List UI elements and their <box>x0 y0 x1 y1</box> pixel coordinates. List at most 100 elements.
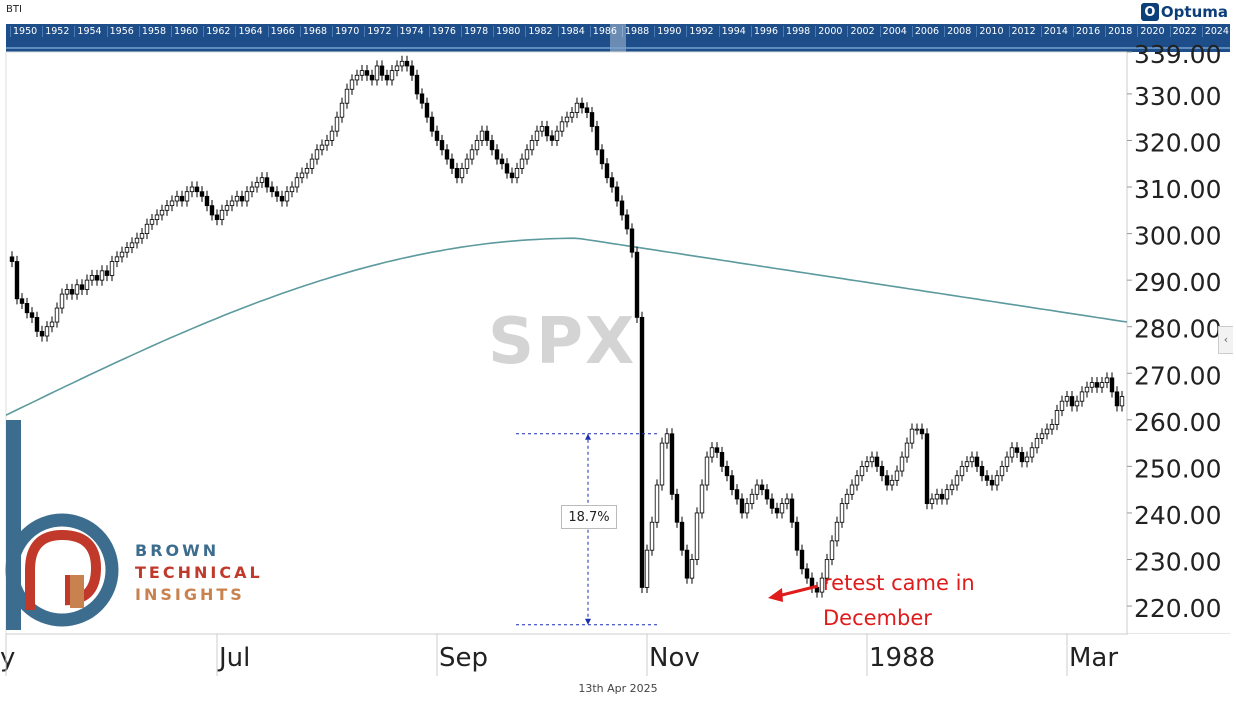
candle-body <box>139 233 145 239</box>
navigator-year[interactable]: 2010 <box>976 26 1004 37</box>
candle-body <box>259 177 265 183</box>
candle-body <box>479 130 485 141</box>
navigator-year[interactable]: 2022 <box>1169 26 1197 37</box>
candle-body <box>854 475 860 486</box>
x-tick-label: Sep <box>439 643 488 673</box>
candle-body <box>959 465 965 477</box>
candle-body <box>429 116 435 132</box>
navigator-year[interactable]: 1982 <box>525 26 553 37</box>
candle-body <box>394 65 400 72</box>
measure-arrow-down <box>585 618 591 625</box>
navigator-year[interactable]: 1984 <box>557 26 585 37</box>
candle-body <box>34 316 40 332</box>
y-tick-label: 300.00 <box>1134 222 1221 251</box>
candle-body <box>814 587 820 593</box>
candle-body <box>99 270 105 281</box>
candle-body <box>289 186 295 193</box>
navigator-year[interactable]: 2002 <box>847 26 875 37</box>
candle-body <box>759 484 765 491</box>
navigator-year[interactable]: 1956 <box>106 26 134 37</box>
candle-body <box>644 549 650 588</box>
candle-body <box>1069 396 1075 407</box>
candle-body <box>494 149 500 160</box>
navigator-trace <box>6 47 1230 49</box>
navigator-year[interactable]: 1992 <box>686 26 714 37</box>
candle-body <box>619 200 625 216</box>
candle-body <box>649 521 655 551</box>
navigator-year[interactable]: 1960 <box>171 26 198 37</box>
brand-line-2: TECHNICAL <box>135 563 263 582</box>
candle-body <box>1019 452 1025 463</box>
candle-body <box>519 158 525 169</box>
navigator-year[interactable]: 1996 <box>750 26 778 37</box>
navigator-year[interactable]: 2000 <box>815 26 842 37</box>
collapse-panel-icon[interactable]: ‹ <box>1218 326 1233 354</box>
navigator-year[interactable]: 1970 <box>332 26 359 37</box>
candle-body <box>9 256 15 262</box>
candle-body <box>109 261 115 276</box>
candle-body <box>1009 447 1015 458</box>
candle-body <box>54 307 60 323</box>
candle-body <box>829 540 835 560</box>
navigator-year[interactable]: 1958 <box>138 26 166 37</box>
navigator-year[interactable]: 1968 <box>299 26 327 37</box>
navigator-year[interactable]: 1972 <box>364 26 392 37</box>
navigator-year[interactable]: 1964 <box>235 26 263 37</box>
candle-body <box>924 433 930 505</box>
candle-body <box>784 498 790 505</box>
candle-body <box>929 498 935 505</box>
candle-body <box>439 140 445 151</box>
candle-body <box>294 177 300 188</box>
navigator-year[interactable]: 2016 <box>1072 26 1100 37</box>
candle-body <box>24 303 30 314</box>
navigator-year[interactable]: 2024 <box>1201 26 1229 37</box>
navigator-year[interactable]: 1990 <box>654 26 681 37</box>
navigator-year[interactable]: 2020 <box>1137 26 1165 37</box>
candle-body <box>654 484 660 523</box>
navigator-year[interactable]: 1978 <box>460 26 488 37</box>
navigator-year[interactable]: 1998 <box>783 26 810 37</box>
candle-body <box>539 126 545 132</box>
candle-body <box>934 493 940 500</box>
annotation-line-2: December <box>823 606 932 630</box>
candle-body <box>324 140 330 146</box>
candle-body <box>549 135 555 141</box>
candle-body <box>159 209 165 216</box>
candle-body <box>769 498 775 509</box>
navigator-year[interactable]: 2008 <box>944 26 971 37</box>
navigator-year[interactable]: 1954 <box>74 26 102 37</box>
candle-body <box>449 158 455 169</box>
navigator-year[interactable]: 1976 <box>428 26 456 37</box>
candle-body <box>749 493 755 505</box>
navigator-year[interactable]: 1980 <box>493 26 520 37</box>
navigator-window[interactable] <box>610 24 626 52</box>
candle-body <box>389 70 395 81</box>
navigator-year[interactable]: 1962 <box>203 26 230 37</box>
candle-body <box>774 507 780 514</box>
navigator-year[interactable]: 1966 <box>267 26 295 37</box>
navigator-year[interactable]: 1986 <box>589 26 617 37</box>
candle-body <box>369 74 375 81</box>
navigator-year[interactable]: 2006 <box>911 26 939 37</box>
navigator-year[interactable]: 2012 <box>1008 26 1036 37</box>
candle-body <box>614 186 620 202</box>
x-tick-label: Nov <box>649 643 700 673</box>
navigator-year[interactable]: 1988 <box>622 26 649 37</box>
navigator-year[interactable]: 2014 <box>1040 26 1068 37</box>
navigator-year[interactable]: 1974 <box>396 26 424 37</box>
candle-body <box>899 456 905 472</box>
candle-body <box>414 74 420 95</box>
navigator-year[interactable]: 1952 <box>42 26 69 37</box>
navigator-year[interactable]: 2004 <box>879 26 907 37</box>
navigator-year[interactable]: 1994 <box>718 26 746 37</box>
candle-body <box>884 475 890 486</box>
candle-body <box>334 116 340 132</box>
timeline-navigator[interactable]: 1950 1952 1954 1956 1958 1960 1962 1964 1966 1968… <box>6 24 1230 52</box>
candle-body <box>1024 456 1030 463</box>
brand-logo-icon <box>5 420 119 630</box>
navigator-year[interactable]: 2018 <box>1105 26 1132 37</box>
navigator-year[interactable]: 1950 <box>10 26 37 37</box>
candle-body <box>454 167 460 179</box>
candle-body <box>554 130 560 141</box>
